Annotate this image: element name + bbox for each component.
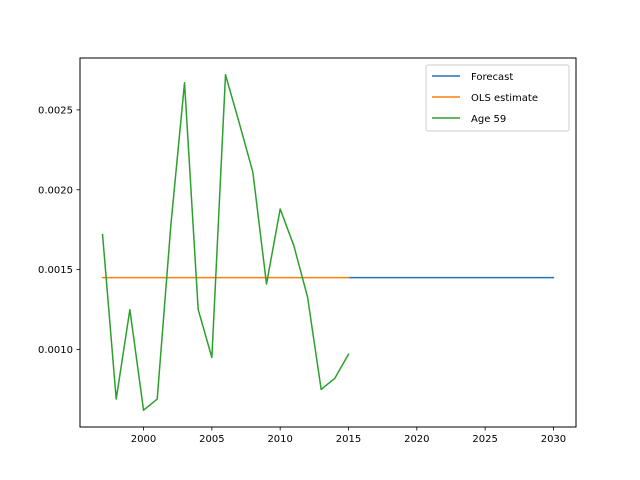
legend: Forecast OLS estimate Age 59 [425,64,570,132]
y-tick-label: 0.0020 [38,185,73,196]
series-line-2 [101,74,350,411]
x-axis: 2000 2005 2010 2015 2020 2025 2030 [131,427,566,445]
legend-box [425,64,570,132]
x-tick-label: 2030 [541,434,566,445]
y-axis: 0.0010 0.0015 0.0020 0.0025 [38,105,80,356]
x-tick-label: 2020 [404,434,429,445]
legend-label: Forecast [471,72,513,83]
y-tick-label: 0.0015 [38,265,73,276]
legend-label: OLS estimate [471,93,538,104]
x-tick-label: 2010 [267,434,292,445]
plot-area [101,74,555,411]
legend-label: Age 59 [471,114,506,125]
y-tick-label: 0.0010 [38,345,73,356]
x-tick-label: 2015 [336,434,361,445]
x-tick-label: 2005 [199,434,224,445]
axes-frame [79,57,577,428]
y-tick-label: 0.0025 [38,105,73,116]
x-tick-label: 2025 [472,434,497,445]
x-tick-label: 2000 [131,434,156,445]
